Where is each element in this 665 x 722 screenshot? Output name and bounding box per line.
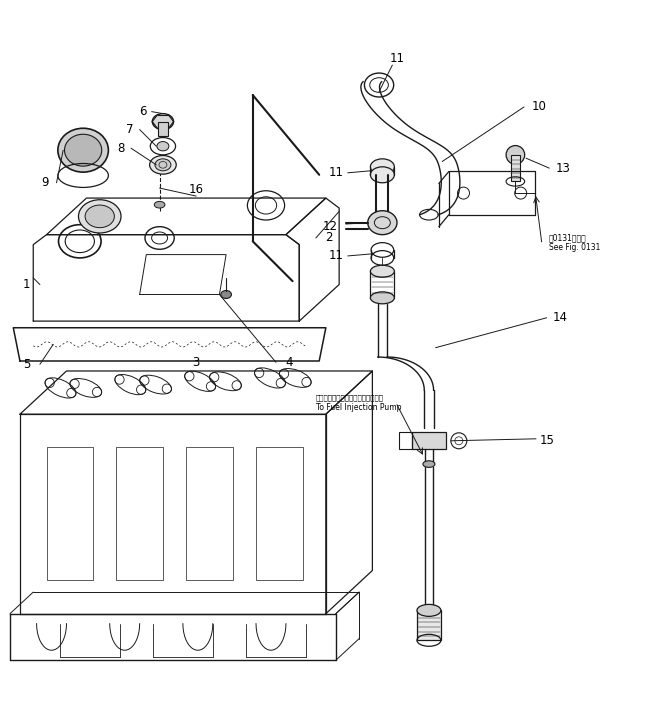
Bar (186, 448, 233, 580)
Ellipse shape (417, 604, 441, 617)
Text: To Fuel Injection Pump: To Fuel Injection Pump (316, 403, 402, 412)
Text: 6: 6 (139, 105, 147, 118)
Text: 11: 11 (390, 52, 405, 65)
Ellipse shape (58, 129, 108, 172)
Bar (511, 155, 520, 181)
Ellipse shape (65, 134, 102, 166)
Ellipse shape (85, 205, 114, 227)
Text: 1: 1 (23, 278, 31, 291)
Text: 5: 5 (23, 358, 31, 371)
Text: 14: 14 (553, 311, 567, 324)
Text: See Fig. 0131: See Fig. 0131 (549, 243, 600, 253)
Ellipse shape (370, 292, 394, 304)
Text: 8: 8 (117, 142, 125, 155)
Ellipse shape (78, 200, 121, 233)
Text: 4: 4 (285, 356, 293, 369)
Ellipse shape (150, 138, 176, 155)
Ellipse shape (368, 211, 397, 235)
Bar (116, 448, 163, 580)
Bar (158, 121, 168, 136)
Text: 9: 9 (41, 176, 49, 189)
Ellipse shape (370, 159, 394, 175)
Text: 7: 7 (126, 123, 134, 136)
Ellipse shape (506, 146, 525, 164)
Ellipse shape (154, 201, 165, 208)
Text: フュエルインジェクションポンプへ: フュエルインジェクションポンプへ (316, 394, 384, 401)
Ellipse shape (370, 167, 394, 183)
Ellipse shape (370, 265, 394, 277)
Bar (399, 432, 412, 449)
Text: 3: 3 (192, 356, 200, 369)
Text: 11: 11 (329, 249, 343, 262)
Text: 12: 12 (323, 219, 338, 232)
Ellipse shape (150, 155, 176, 174)
Ellipse shape (155, 159, 171, 171)
Text: 10: 10 (531, 100, 546, 113)
Bar (256, 448, 303, 580)
Ellipse shape (221, 290, 231, 298)
Ellipse shape (157, 142, 169, 151)
Bar (417, 610, 441, 640)
Bar (47, 448, 93, 580)
Text: 11: 11 (329, 166, 343, 179)
Text: 13: 13 (556, 162, 571, 175)
Bar (412, 432, 446, 449)
Text: 2: 2 (325, 232, 333, 245)
Ellipse shape (152, 113, 174, 129)
Ellipse shape (423, 461, 435, 467)
Text: 15: 15 (540, 435, 555, 448)
Text: 第0131図参照: 第0131図参照 (549, 233, 587, 243)
Text: 16: 16 (189, 183, 203, 196)
